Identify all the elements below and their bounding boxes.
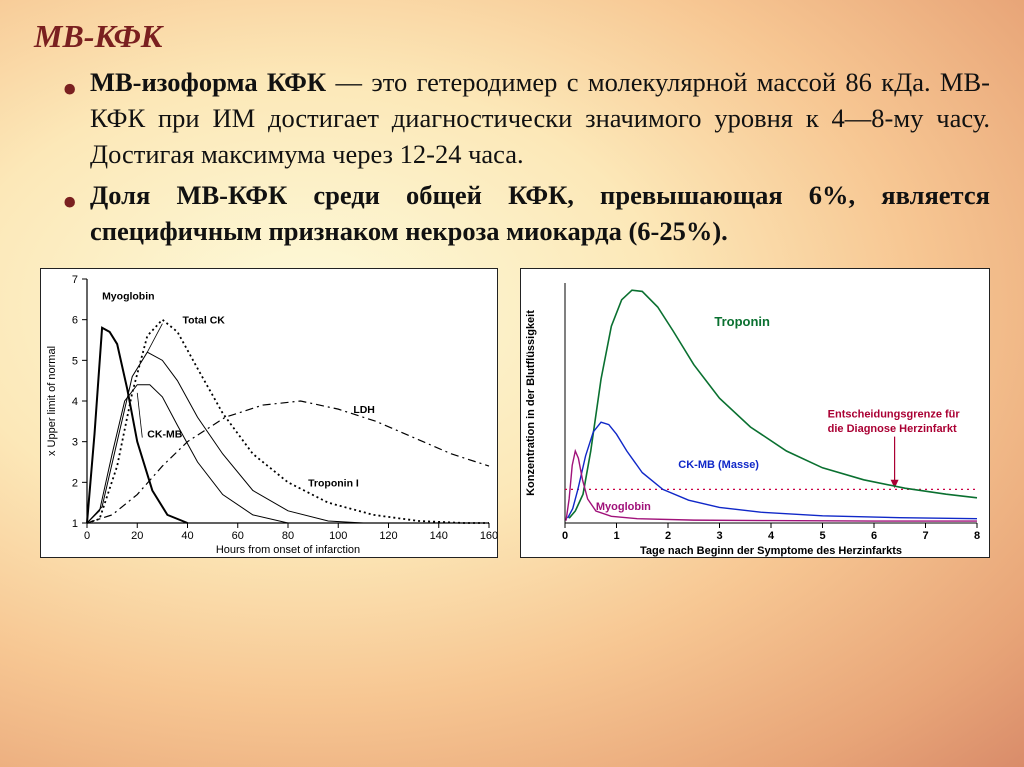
svg-text:5: 5 bbox=[72, 355, 78, 367]
svg-text:die Diagnose Herzinfarkt: die Diagnose Herzinfarkt bbox=[828, 423, 957, 435]
svg-text:Myoglobin: Myoglobin bbox=[596, 501, 651, 513]
bullet-2: Доля МВ-КФК среди общей КФК, превышаю­ща… bbox=[62, 178, 990, 250]
svg-text:4: 4 bbox=[768, 530, 775, 542]
chart-cardiac-markers-hours: 0 20 40 60 80 100 120 140 160 1 2 3 4 5 6 7 Hours from o… bbox=[40, 268, 498, 558]
svg-text:120: 120 bbox=[379, 530, 397, 542]
svg-text:Hours from onset of infarction: Hours from onset of infarction bbox=[216, 544, 360, 556]
svg-text:Troponin I: Troponin I bbox=[308, 477, 359, 489]
bullet-1: МВ-изоформа КФК — это гетеродимер с моле… bbox=[62, 65, 990, 172]
svg-text:6: 6 bbox=[72, 314, 78, 326]
svg-text:1: 1 bbox=[72, 518, 78, 530]
svg-text:Konzentration in der Blutflüss: Konzentration in der Blutflüssigkeit bbox=[525, 310, 537, 496]
svg-text:7: 7 bbox=[72, 274, 78, 286]
svg-text:20: 20 bbox=[131, 530, 143, 542]
svg-text:140: 140 bbox=[430, 530, 448, 542]
svg-text:2: 2 bbox=[72, 477, 78, 489]
svg-text:80: 80 bbox=[282, 530, 294, 542]
svg-text:40: 40 bbox=[181, 530, 193, 542]
svg-text:Total CK: Total CK bbox=[182, 315, 225, 327]
chart-cardiac-markers-days: 0 1 2 3 4 5 6 7 8 Tage nach Beginn der Symptome d… bbox=[520, 268, 990, 558]
svg-text:5: 5 bbox=[819, 530, 825, 542]
svg-text:x Upper limit of normal: x Upper limit of normal bbox=[46, 346, 58, 456]
svg-text:6: 6 bbox=[871, 530, 877, 542]
svg-text:2: 2 bbox=[665, 530, 671, 542]
svg-text:1: 1 bbox=[613, 530, 619, 542]
svg-text:Entscheidungsgrenze für: Entscheidungsgrenze für bbox=[828, 408, 961, 420]
svg-text:160: 160 bbox=[480, 530, 498, 542]
bullet-1-bold: МВ-изоформа КФК bbox=[90, 67, 326, 97]
slide-title: МВ-КФК bbox=[34, 18, 990, 55]
svg-text:CK-MB: CK-MB bbox=[147, 428, 182, 440]
svg-text:Myoglobin: Myoglobin bbox=[102, 290, 155, 302]
svg-text:100: 100 bbox=[329, 530, 347, 542]
svg-text:Troponin: Troponin bbox=[714, 314, 770, 329]
svg-text:CK-MB (Masse): CK-MB (Masse) bbox=[678, 459, 759, 471]
svg-text:4: 4 bbox=[72, 396, 78, 408]
svg-text:8: 8 bbox=[974, 530, 980, 542]
svg-text:3: 3 bbox=[72, 436, 78, 448]
svg-text:0: 0 bbox=[84, 530, 90, 542]
bullet-list: МВ-изоформа КФК — это гетеродимер с моле… bbox=[34, 65, 990, 250]
svg-text:LDH: LDH bbox=[353, 404, 375, 416]
bullet-2-bold: Доля МВ-КФК среди общей КФК, превышаю­ща… bbox=[90, 180, 990, 246]
svg-text:Tage nach Beginn der Symptome: Tage nach Beginn der Symptome des Herzin… bbox=[640, 545, 902, 557]
svg-text:3: 3 bbox=[716, 530, 722, 542]
svg-text:60: 60 bbox=[232, 530, 244, 542]
svg-text:0: 0 bbox=[562, 530, 568, 542]
svg-text:7: 7 bbox=[922, 530, 928, 542]
